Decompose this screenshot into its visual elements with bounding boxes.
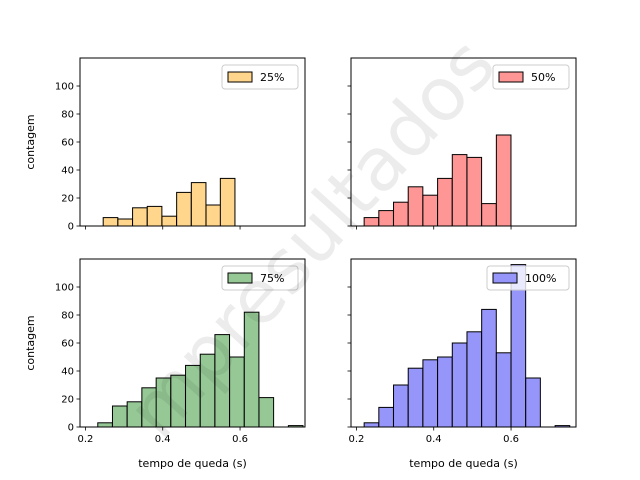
legend: 75% xyxy=(221,265,299,291)
bar xyxy=(205,204,222,226)
y-tick-label: 80 xyxy=(61,110,74,121)
panel-1: 0 20 40 60 80 100 contagem 25% xyxy=(24,57,306,233)
bar xyxy=(219,177,236,226)
x-tick-label: 0.6 xyxy=(503,434,519,445)
bar xyxy=(495,134,512,226)
bars xyxy=(102,177,236,226)
bar xyxy=(102,217,119,226)
legend: 25% xyxy=(221,64,299,90)
bar xyxy=(117,218,133,226)
bar xyxy=(378,406,394,427)
legend-swatch xyxy=(492,272,518,284)
legend-label: 75% xyxy=(260,272,284,285)
legend-swatch xyxy=(227,71,253,83)
legend-swatch xyxy=(498,71,524,83)
y-tick-label: 40 xyxy=(61,166,74,177)
legend: 50% xyxy=(492,64,570,90)
y-tick-label: 40 xyxy=(61,367,74,378)
bar xyxy=(481,203,497,226)
bar xyxy=(437,356,453,427)
bar xyxy=(243,311,260,427)
bar xyxy=(451,154,468,226)
y-tick-label: 100 xyxy=(55,82,74,93)
y-tick-label: 20 xyxy=(61,194,74,205)
bar xyxy=(190,182,207,226)
bar xyxy=(437,177,453,226)
y-tick-label: 60 xyxy=(61,339,74,350)
x-tick-label: 0.2 xyxy=(348,434,364,445)
bar xyxy=(510,264,527,427)
y-tick-label: 0 xyxy=(68,222,74,233)
panel-4: 0.2 0.4 0.6 tempo de queda (s) 100% xyxy=(347,258,577,470)
bar xyxy=(525,377,541,427)
y-tick-label: 20 xyxy=(61,395,74,406)
legend-box xyxy=(221,265,299,291)
y-tick-label: 60 xyxy=(61,138,74,149)
legend-box xyxy=(221,64,299,90)
bar xyxy=(287,425,304,427)
bar xyxy=(554,425,571,427)
bar xyxy=(176,191,192,226)
bar xyxy=(407,367,424,427)
bar xyxy=(363,422,380,427)
panel-2: 50% xyxy=(347,57,577,230)
legend-box xyxy=(486,265,570,291)
x-tick-label: 0.6 xyxy=(232,434,248,445)
x-tick-label: 0.2 xyxy=(77,434,93,445)
legend-swatch xyxy=(227,272,253,284)
y-tick-label: 100 xyxy=(55,283,74,294)
legend: 100% xyxy=(486,265,570,291)
bar xyxy=(466,156,483,226)
bar xyxy=(161,215,178,226)
bar xyxy=(451,342,468,427)
legend-box xyxy=(492,64,570,90)
legend-label: 25% xyxy=(260,71,284,84)
bars xyxy=(363,264,571,427)
bar xyxy=(146,205,163,226)
bar xyxy=(422,194,439,226)
bar xyxy=(422,359,439,427)
panel-3: 0 20 40 60 80 100 0.2 0.4 0.6 contagem tempo de qu… xyxy=(24,258,306,470)
y-tick-label: 80 xyxy=(61,311,74,322)
bar xyxy=(97,422,113,427)
bar xyxy=(495,352,512,427)
bar xyxy=(481,308,497,427)
bar xyxy=(393,384,409,427)
x-axis-label: tempo de queda (s) xyxy=(138,457,247,470)
x-axis-label: tempo de queda (s) xyxy=(409,457,518,470)
bar xyxy=(407,186,424,226)
x-tick-label: 0.4 xyxy=(155,434,171,445)
bar xyxy=(258,397,275,427)
legend-label: 50% xyxy=(531,71,555,84)
bar xyxy=(466,331,483,427)
x-tick-label: 0.4 xyxy=(426,434,442,445)
y-axis-label: contagem xyxy=(24,315,37,370)
bars xyxy=(363,134,512,226)
y-axis-label: contagem xyxy=(24,114,37,169)
legend-label: 100% xyxy=(525,272,556,285)
y-tick-label: 0 xyxy=(68,423,74,434)
bar xyxy=(132,207,148,226)
bars xyxy=(97,311,304,427)
